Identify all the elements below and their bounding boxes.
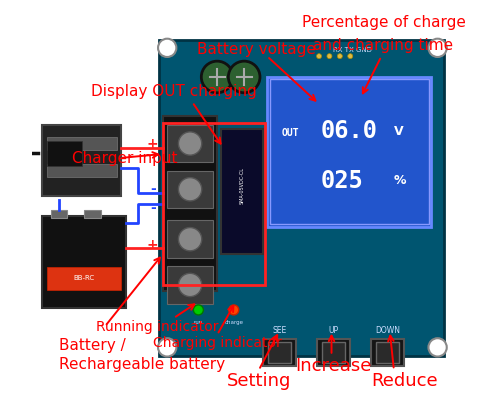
- Bar: [270, 79, 429, 224]
- Text: Charger input: Charger input: [72, 151, 177, 166]
- Bar: [42, 125, 121, 196]
- Bar: [317, 339, 350, 366]
- Text: charge: charge: [224, 320, 243, 325]
- Bar: [51, 210, 67, 218]
- Circle shape: [429, 338, 447, 357]
- Text: Rechargeable battery: Rechargeable battery: [59, 357, 225, 371]
- Circle shape: [429, 39, 447, 57]
- Bar: [267, 77, 432, 227]
- Text: RX TX GND: RX TX GND: [333, 47, 372, 53]
- Bar: [47, 164, 117, 177]
- Text: Percentage of charge: Percentage of charge: [301, 15, 466, 30]
- Circle shape: [179, 132, 202, 155]
- Circle shape: [158, 338, 176, 357]
- Circle shape: [179, 178, 202, 201]
- Bar: [163, 116, 217, 291]
- Circle shape: [201, 61, 233, 93]
- Circle shape: [179, 273, 202, 297]
- Text: V: V: [394, 124, 404, 138]
- Text: and charging time: and charging time: [313, 38, 454, 53]
- Text: run: run: [194, 320, 203, 325]
- Bar: [167, 266, 213, 304]
- Circle shape: [229, 305, 239, 315]
- Text: Setting: Setting: [227, 371, 291, 390]
- Text: Increase: Increase: [295, 357, 372, 375]
- Text: Reduce: Reduce: [371, 371, 438, 390]
- Circle shape: [193, 305, 204, 315]
- Text: -: -: [150, 201, 156, 215]
- Bar: [221, 129, 263, 254]
- Circle shape: [158, 39, 176, 57]
- Bar: [159, 40, 444, 356]
- Text: Battery /: Battery /: [59, 338, 126, 353]
- Text: -: -: [150, 182, 156, 196]
- Bar: [47, 267, 121, 290]
- Text: BB-RC: BB-RC: [73, 275, 95, 281]
- Bar: [167, 125, 213, 162]
- Bar: [376, 342, 399, 363]
- Bar: [371, 339, 404, 366]
- Circle shape: [327, 54, 332, 59]
- Bar: [322, 342, 345, 363]
- Text: Running indicator: Running indicator: [96, 319, 218, 334]
- Text: Display OUT charging: Display OUT charging: [91, 84, 256, 99]
- Circle shape: [316, 54, 322, 59]
- Circle shape: [337, 54, 342, 59]
- Text: 06.0: 06.0: [321, 119, 378, 143]
- Bar: [84, 210, 101, 218]
- Text: %: %: [394, 174, 407, 188]
- Bar: [163, 123, 265, 285]
- Bar: [47, 141, 82, 166]
- Circle shape: [348, 54, 353, 59]
- Text: Battery voltage: Battery voltage: [197, 42, 316, 57]
- Bar: [167, 220, 213, 258]
- Bar: [263, 339, 296, 366]
- Bar: [42, 216, 126, 308]
- Text: Charging indicator: Charging indicator: [153, 336, 281, 350]
- Text: 025: 025: [321, 169, 364, 193]
- Text: SMA-05VDC-CL: SMA-05VDC-CL: [240, 167, 245, 203]
- Circle shape: [179, 228, 202, 251]
- Text: SEE: SEE: [272, 326, 287, 335]
- Text: +: +: [147, 238, 158, 253]
- Bar: [47, 137, 117, 150]
- Text: DOWN: DOWN: [375, 326, 400, 335]
- Text: OUT: OUT: [282, 128, 299, 138]
- Text: UP: UP: [328, 326, 339, 335]
- Bar: [268, 342, 291, 363]
- Circle shape: [228, 61, 260, 93]
- Bar: [167, 171, 213, 208]
- Text: +: +: [147, 136, 158, 151]
